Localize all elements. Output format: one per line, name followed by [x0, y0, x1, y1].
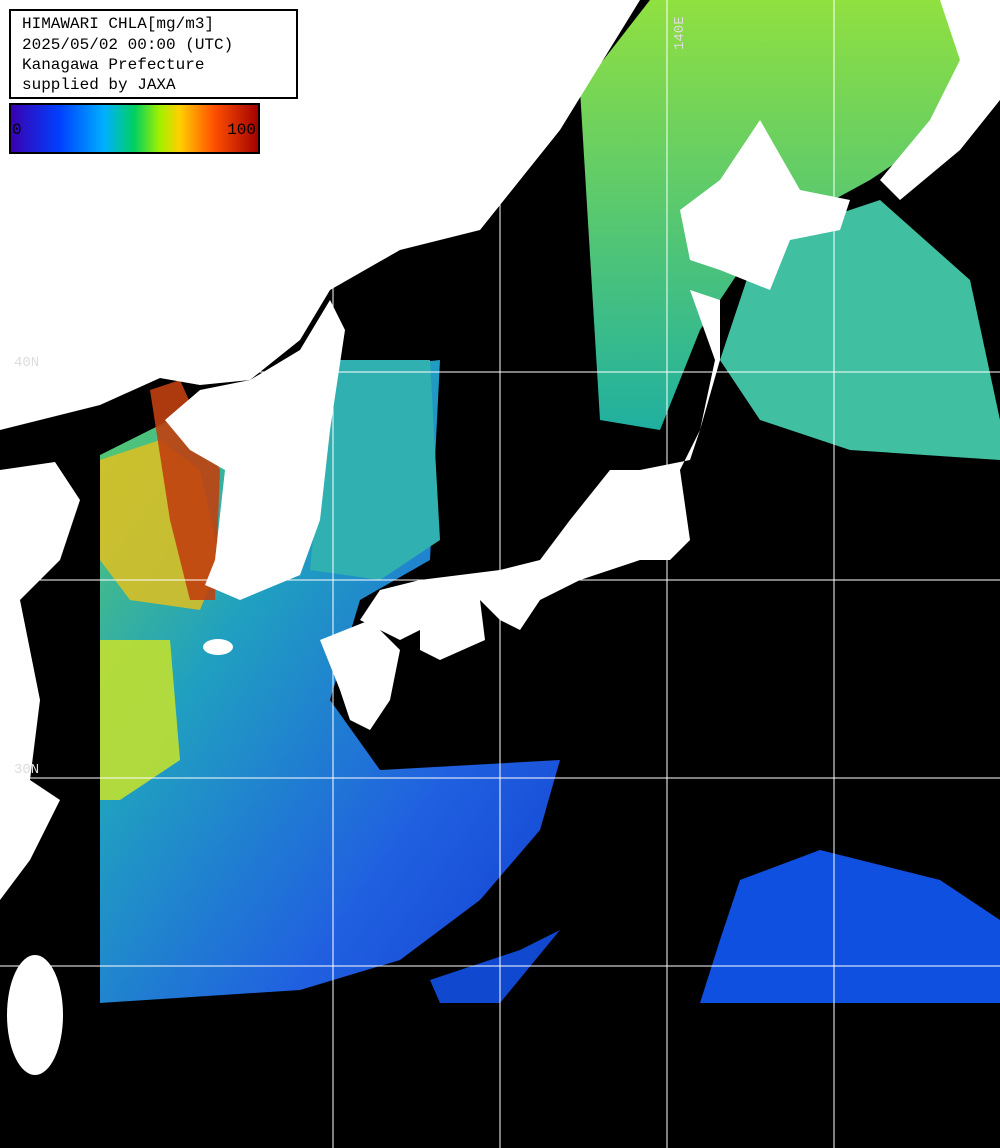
- grid-label: 40N: [14, 355, 39, 371]
- header-line: Kanagawa Prefecture: [22, 56, 204, 74]
- header-line: 2025/05/02 00:00 (UTC): [22, 36, 233, 54]
- grid-label: 140E: [672, 16, 688, 50]
- header-line: supplied by JAXA: [22, 76, 176, 94]
- chlorophyll-layer: [100, 0, 1000, 1003]
- header-box: [9, 9, 298, 99]
- colorbar: [9, 103, 260, 154]
- grid-label: 30N: [14, 762, 39, 778]
- colorbar-max: 100: [227, 121, 256, 139]
- header-line: HIMAWARI CHLA[mg/m3]: [22, 15, 214, 33]
- colorbar-min: 0: [12, 121, 22, 139]
